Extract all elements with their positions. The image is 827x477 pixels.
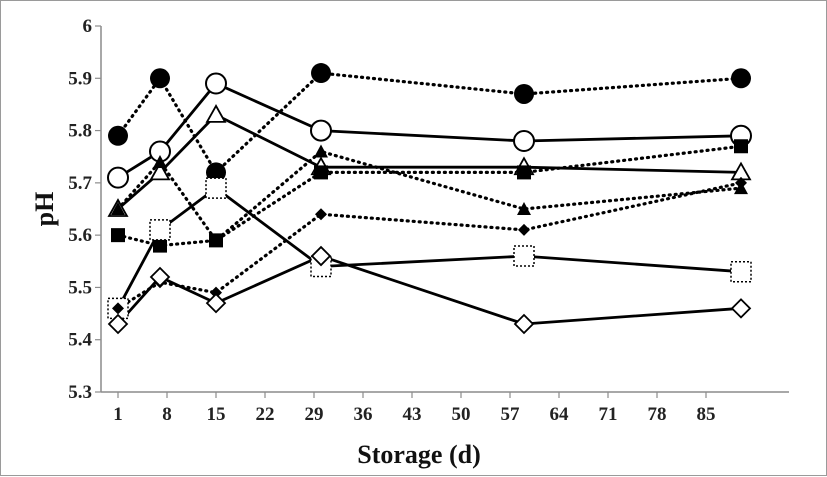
data-point-circle-filled-4 — [514, 83, 534, 104]
x-tick-label: 15 — [207, 404, 226, 425]
data-point-diamond-filled-0 — [112, 302, 124, 315]
series-line-square-dashed — [116, 186, 742, 309]
data-point-diamond-open-4 — [513, 313, 535, 335]
data-point-diamond-open-3 — [310, 245, 332, 267]
data-point-diamond-filled-3 — [315, 208, 327, 221]
data-point-square-filled-4 — [517, 165, 531, 180]
y-tick-label: 5.8 — [68, 121, 92, 142]
data-point-square-dashed-5 — [730, 260, 752, 283]
data-point-triangle-filled-0 — [111, 202, 125, 215]
x-tick-label: 43 — [403, 404, 422, 425]
x-tick-label: 78 — [648, 404, 667, 425]
series-line-diamond-open — [116, 254, 742, 326]
x-tick-label: 36 — [354, 404, 373, 425]
data-point-diamond-filled-4 — [518, 223, 530, 236]
data-point-circle-filled-5 — [731, 68, 751, 89]
x-tick-label: 85 — [697, 404, 716, 425]
x-tick-label: 64 — [550, 404, 570, 425]
series-line-triangle-filled — [116, 149, 743, 243]
x-tick-label: 71 — [599, 404, 618, 425]
data-point-diamond-filled-2 — [210, 286, 222, 299]
x-tick-label: 8 — [162, 404, 172, 425]
series-line-circle-open — [117, 81, 742, 179]
y-tick-label: 5.7 — [68, 173, 92, 194]
y-tick-label: 5.6 — [68, 225, 92, 246]
data-point-circle-open-0 — [107, 166, 129, 189]
x-tick-label: 50 — [452, 404, 471, 425]
data-point-square-filled-5 — [734, 139, 748, 154]
data-point-diamond-filled-5 — [735, 176, 747, 189]
data-point-triangle-filled-3 — [314, 144, 328, 158]
data-point-triangle-open-1 — [149, 161, 171, 181]
data-point-diamond-open-2 — [205, 292, 227, 314]
y-tick-label: 5.9 — [68, 68, 92, 89]
data-point-square-dashed-1 — [149, 219, 171, 241]
series-line-circle-filled — [116, 71, 743, 175]
y-axis-title: pH — [30, 192, 59, 227]
data-point-square-filled-2 — [209, 233, 223, 248]
data-point-diamond-open-0 — [107, 313, 129, 335]
x-tick-label: 1 — [113, 404, 123, 425]
data-point-square-dashed-4 — [513, 245, 535, 267]
y-tick-label: 5.4 — [68, 330, 92, 351]
data-point-circle-open-4 — [513, 130, 535, 153]
x-tick-label: 22 — [256, 404, 275, 425]
data-point-square-filled-0 — [111, 228, 125, 243]
data-point-square-filled-3 — [314, 165, 328, 180]
y-tick-label: 6 — [83, 16, 93, 37]
x-tick-label: 57 — [501, 404, 521, 425]
y-tick-label: 5.3 — [68, 382, 92, 403]
data-point-triangle-open-2 — [205, 104, 227, 123]
data-point-diamond-open-1 — [149, 266, 171, 288]
data-point-diamond-open-5 — [730, 298, 752, 319]
data-point-triangle-filled-1 — [153, 154, 167, 168]
y-tick-label: 5.5 — [68, 277, 92, 298]
data-point-square-filled-1 — [153, 238, 167, 253]
data-point-triangle-filled-4 — [517, 202, 531, 215]
data-point-circle-filled-3 — [311, 63, 331, 84]
data-point-square-dashed-2 — [205, 177, 227, 199]
data-point-circle-open-2 — [205, 72, 227, 95]
x-axis-title: Storage (d) — [357, 440, 480, 469]
x-tick-label: 29 — [305, 404, 324, 425]
data-point-circle-filled-1 — [150, 68, 170, 89]
data-point-circle-open-3 — [310, 119, 332, 142]
data-point-circle-filled-0 — [108, 125, 128, 146]
